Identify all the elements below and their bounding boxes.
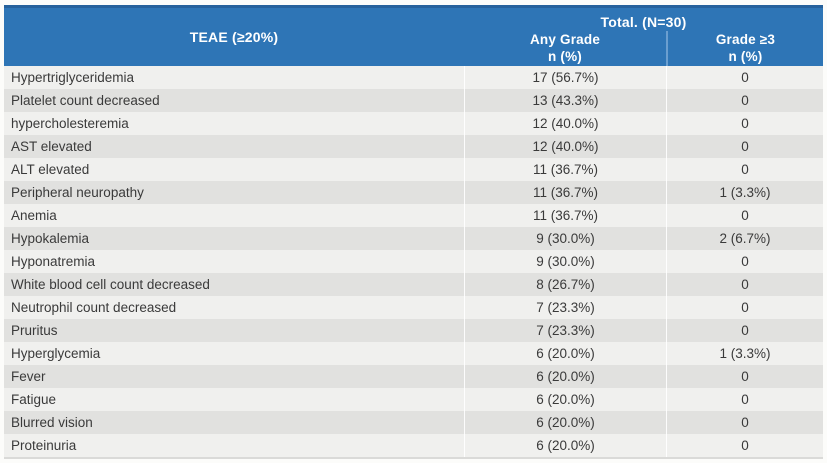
- any-grade-value-cell: 6 (20.0%): [464, 365, 666, 388]
- grade3-value-cell: 0: [666, 273, 823, 296]
- any-grade-value-cell: 13 (43.3%): [464, 89, 666, 112]
- teae-name-cell: Platelet count decreased: [11, 93, 160, 108]
- table-row: ALT elevated 11 (36.7%) 0: [4, 158, 823, 181]
- any-grade-label: Any Grade: [529, 32, 601, 47]
- any-grade-value-cell: 6 (20.0%): [464, 342, 666, 365]
- teae-name-cell: Anemia: [11, 208, 57, 223]
- grade3-column-header: Grade ≥3 n (%): [666, 31, 823, 66]
- grade3-value-cell: 0: [666, 204, 823, 227]
- grade3-value-cell: 0: [666, 112, 823, 135]
- teae-table: TEAE (≥20%) Total. (N=30) Any Grade n (%…: [4, 5, 823, 459]
- teae-name-cell: Hypertriglyceridemia: [11, 70, 135, 85]
- grade3-value-cell: 0: [666, 319, 823, 342]
- grade3-value-cell: 0: [666, 388, 823, 411]
- teae-name-cell: Hyperglycemia: [11, 346, 101, 361]
- table-row: hypercholesteremia 12 (40.0%) 0: [4, 112, 823, 135]
- any-grade-value-cell: 7 (23.3%): [464, 319, 666, 342]
- grade3-value-cell: 1 (3.3%): [666, 181, 823, 204]
- any-grade-value-cell: 11 (36.7%): [464, 204, 666, 227]
- grade3-value-cell: 0: [666, 434, 823, 457]
- table-row: AST elevated 12 (40.0%) 0: [4, 135, 823, 158]
- teae-name-cell: Peripheral neuropathy: [11, 185, 144, 200]
- teae-name-cell: ALT elevated: [11, 162, 90, 177]
- teae-name-cell: hypercholesteremia: [11, 116, 129, 131]
- teae-name-cell: Fatigue: [11, 392, 57, 407]
- any-grade-value-cell: 12 (40.0%): [464, 135, 666, 158]
- any-grade-value-cell: 6 (20.0%): [464, 434, 666, 457]
- grade3-value-cell: 0: [666, 135, 823, 158]
- table-header: TEAE (≥20%) Total. (N=30) Any Grade n (%…: [4, 5, 823, 66]
- total-group-header: Total. (N=30): [600, 14, 687, 30]
- table-row: Proteinuria 6 (20.0%) 0: [4, 434, 823, 457]
- teae-name-cell: Neutrophil count decreased: [11, 300, 177, 315]
- teae-name-cell: Blurred vision: [11, 415, 93, 430]
- teae-name-cell: AST elevated: [11, 139, 92, 154]
- any-grade-sublabel: n (%): [548, 48, 582, 64]
- teae-name-cell: Fever: [11, 369, 46, 384]
- grade3-value-cell: 0: [666, 411, 823, 434]
- any-grade-value-cell: 7 (23.3%): [464, 296, 666, 319]
- grade3-value-cell: 0: [666, 89, 823, 112]
- table-row: Platelet count decreased 13 (43.3%) 0: [4, 89, 823, 112]
- grade3-value-cell: 0: [666, 250, 823, 273]
- table-body: Hypertriglyceridemia 17 (56.7%) 0 Platel…: [4, 66, 823, 459]
- teae-name-cell: White blood cell count decreased: [11, 277, 210, 292]
- grade3-value-cell: 0: [666, 296, 823, 319]
- table-row: Hypertriglyceridemia 17 (56.7%) 0: [4, 66, 823, 89]
- grade3-value-cell: 0: [666, 158, 823, 181]
- grade3-sublabel: n (%): [728, 48, 763, 64]
- table-row: Hyponatremia 9 (30.0%) 0: [4, 250, 823, 273]
- table-row: Anemia 11 (36.7%) 0: [4, 204, 823, 227]
- table-row: Hyperglycemia 6 (20.0%) 1 (3.3%): [4, 342, 823, 365]
- teae-name-cell: Pruritus: [11, 323, 58, 338]
- table-row: Hypokalemia 9 (30.0%) 2 (6.7%): [4, 227, 823, 250]
- any-grade-value-cell: 11 (36.7%): [464, 158, 666, 181]
- table-row: White blood cell count decreased 8 (26.7…: [4, 273, 823, 296]
- table-row: Peripheral neuropathy 11 (36.7%) 1 (3.3%…: [4, 181, 823, 204]
- grade3-value-cell: 2 (6.7%): [666, 227, 823, 250]
- grade3-value-cell: 0: [666, 365, 823, 388]
- grade3-value-cell: 1 (3.3%): [666, 342, 823, 365]
- grade3-value-cell: 0: [666, 66, 823, 89]
- any-grade-value-cell: 6 (20.0%): [464, 388, 666, 411]
- any-grade-value-cell: 8 (26.7%): [464, 273, 666, 296]
- teae-name-cell: Hyponatremia: [11, 254, 96, 269]
- table-row: Fatigue 6 (20.0%) 0: [4, 388, 823, 411]
- teae-name-cell: Proteinuria: [11, 438, 77, 453]
- any-grade-value-cell: 6 (20.0%): [464, 411, 666, 434]
- table-row: Neutrophil count decreased 7 (23.3%) 0: [4, 296, 823, 319]
- any-grade-value-cell: 9 (30.0%): [464, 227, 666, 250]
- any-grade-value-cell: 17 (56.7%): [464, 66, 666, 89]
- any-grade-value-cell: 9 (30.0%): [464, 250, 666, 273]
- grade3-label: Grade ≥3: [715, 32, 776, 47]
- teae-name-cell: Hypokalemia: [11, 231, 90, 246]
- table-row: Fever 6 (20.0%) 0: [4, 365, 823, 388]
- any-grade-column-header: Any Grade n (%): [464, 31, 666, 66]
- teae-column-header: TEAE (≥20%): [189, 29, 279, 45]
- any-grade-value-cell: 11 (36.7%): [464, 181, 666, 204]
- table-row: Blurred vision 6 (20.0%) 0: [4, 411, 823, 434]
- table-row: Pruritus 7 (23.3%) 0: [4, 319, 823, 342]
- any-grade-value-cell: 12 (40.0%): [464, 112, 666, 135]
